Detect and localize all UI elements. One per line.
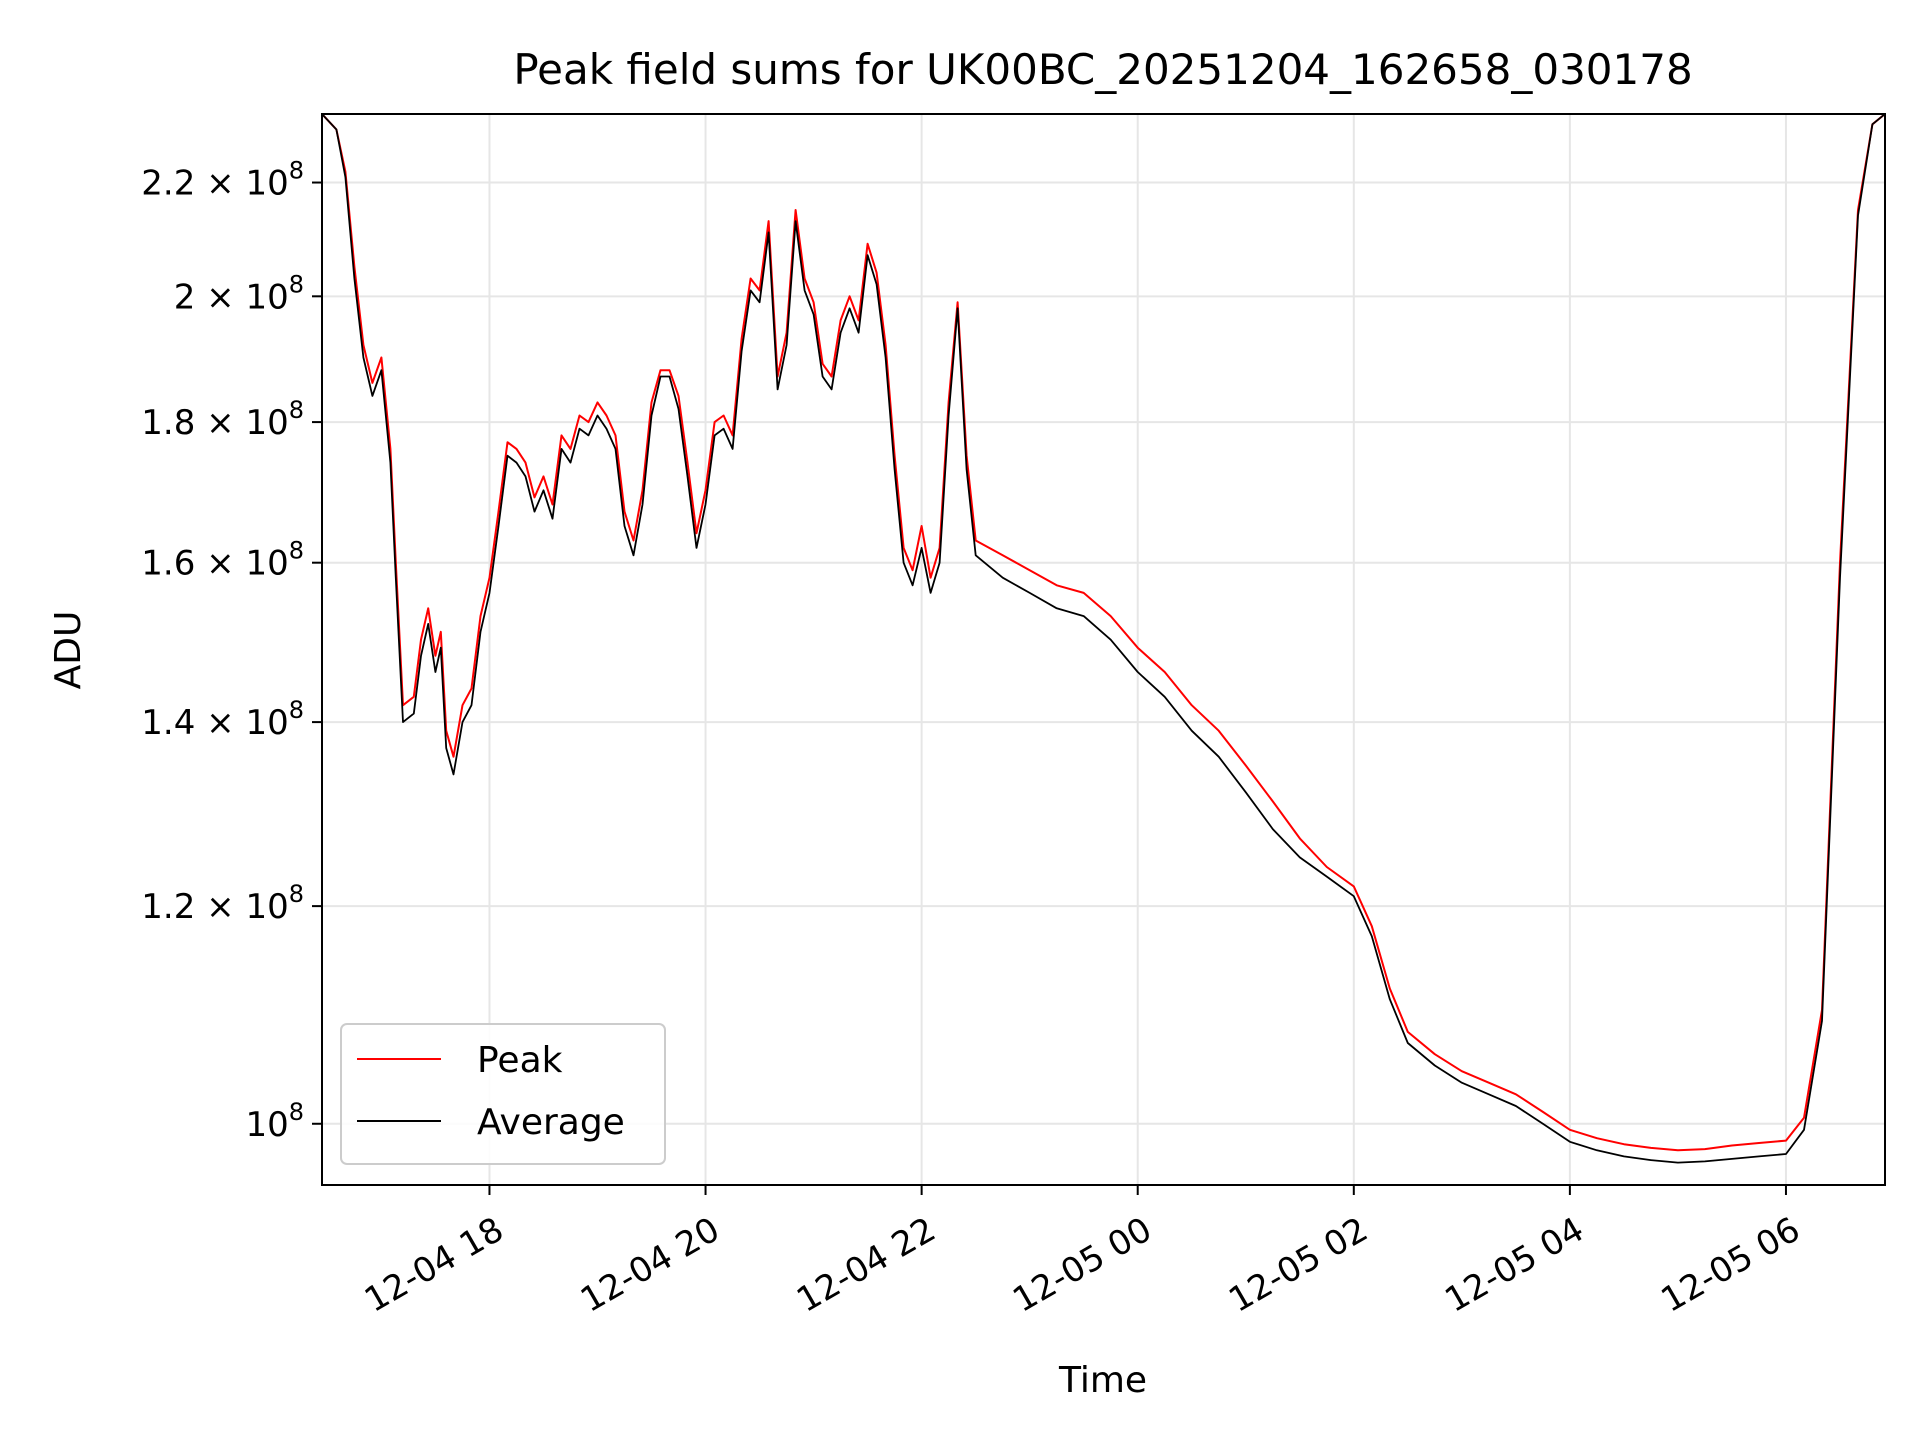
legend-label-peak: Peak bbox=[477, 1040, 563, 1081]
x-axis-label: Time bbox=[1058, 1360, 1147, 1401]
plot-series bbox=[322, 114, 1885, 1164]
legend: Peak Average bbox=[340, 1023, 666, 1165]
y-axis-ticks: 108 1.2 × 108 1.4 × 108 1.6 × 108 1.8 × 108 2… bbox=[141, 157, 322, 1145]
y-tick-label: 1.2 × 108 bbox=[141, 880, 304, 927]
plot-frame bbox=[321, 113, 1886, 1186]
y-tick-label: 1.4 × 108 bbox=[141, 696, 304, 743]
series-line-peak bbox=[322, 114, 1885, 1152]
series-line-average bbox=[322, 114, 1885, 1164]
y-axis-label: ADU bbox=[48, 611, 89, 690]
y-tick-label: 1.6 × 108 bbox=[141, 537, 304, 584]
y-tick-label: 2 × 108 bbox=[174, 270, 304, 317]
y-tick-label: 108 bbox=[245, 1098, 304, 1145]
y-tick-label: 2.2 × 108 bbox=[141, 157, 304, 204]
legend-label-average: Average bbox=[477, 1102, 625, 1143]
y-tick-label: 1.8 × 108 bbox=[141, 396, 304, 443]
chart-title: Peak field sums for UK00BC_20251204_1626… bbox=[513, 45, 1692, 94]
